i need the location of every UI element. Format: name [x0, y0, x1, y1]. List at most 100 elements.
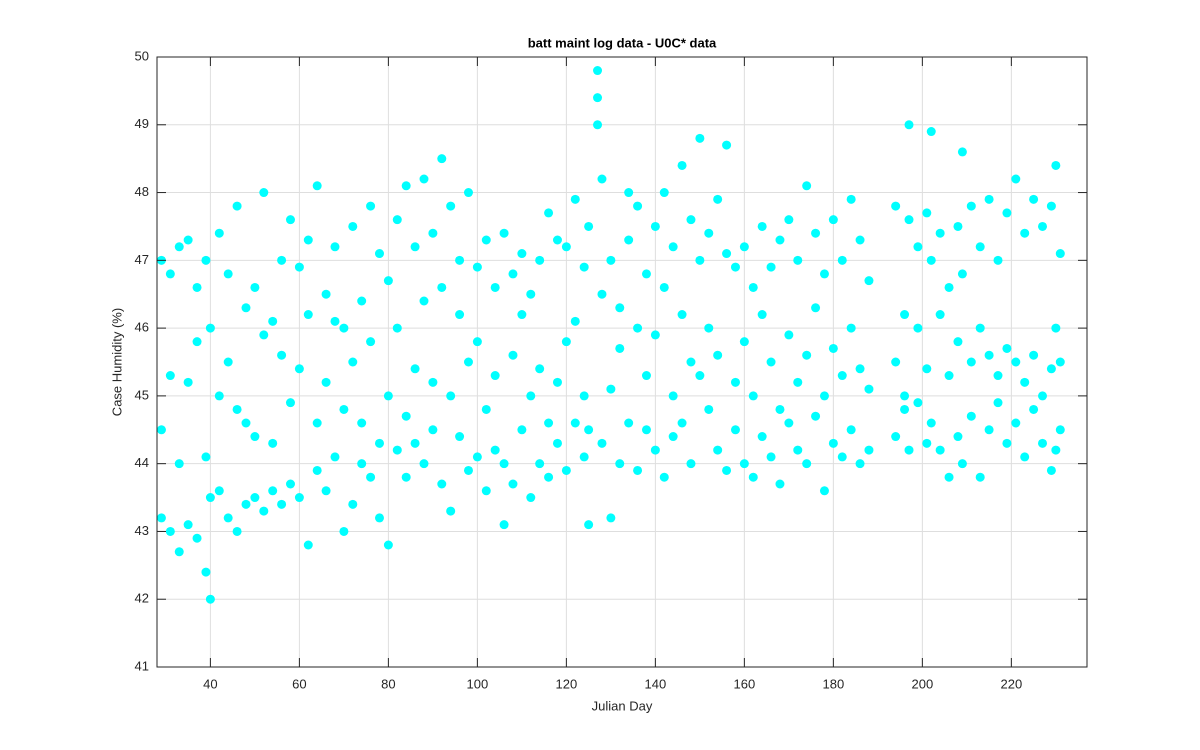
- points: [156, 66, 1065, 604]
- point: [659, 188, 669, 198]
- point: [437, 479, 447, 489]
- point: [214, 228, 224, 238]
- point: [677, 160, 687, 170]
- point: [966, 357, 976, 367]
- point: [1055, 249, 1065, 259]
- plot-area: [157, 57, 1087, 667]
- x-tick-label: 60: [292, 676, 306, 691]
- point: [428, 425, 438, 435]
- x-tick-label: 80: [381, 676, 395, 691]
- point: [624, 418, 634, 428]
- point: [913, 323, 923, 333]
- point: [650, 445, 660, 455]
- point: [855, 364, 865, 374]
- point: [428, 377, 438, 387]
- point: [277, 499, 287, 509]
- point: [232, 201, 242, 211]
- point: [677, 418, 687, 428]
- point: [205, 493, 215, 503]
- point: [984, 194, 994, 204]
- point: [339, 323, 349, 333]
- point: [966, 201, 976, 211]
- point: [481, 235, 491, 245]
- point: [214, 486, 224, 496]
- point: [891, 201, 901, 211]
- point: [766, 452, 776, 462]
- point: [926, 127, 936, 137]
- point: [1011, 174, 1021, 184]
- point: [526, 289, 536, 299]
- point: [183, 235, 193, 245]
- point: [419, 459, 429, 469]
- x-tick-label: 140: [645, 676, 667, 691]
- point: [259, 330, 269, 340]
- x-tick-label: 100: [467, 676, 489, 691]
- point: [766, 262, 776, 272]
- point: [695, 255, 705, 265]
- point: [1038, 221, 1048, 231]
- point: [330, 242, 340, 252]
- x-tick-label: 200: [912, 676, 934, 691]
- point: [294, 493, 304, 503]
- point: [374, 249, 384, 259]
- point: [659, 282, 669, 292]
- point: [561, 242, 571, 252]
- point: [392, 445, 402, 455]
- point: [584, 425, 594, 435]
- point: [499, 228, 509, 238]
- point: [294, 262, 304, 272]
- point: [641, 269, 651, 279]
- point: [704, 228, 714, 238]
- point: [192, 533, 202, 543]
- point: [552, 438, 562, 448]
- point: [156, 425, 166, 435]
- point: [401, 472, 411, 482]
- point: [957, 147, 967, 157]
- point: [650, 330, 660, 340]
- point: [1002, 343, 1012, 353]
- point: [668, 391, 678, 401]
- point: [428, 228, 438, 238]
- point: [535, 459, 545, 469]
- point: [472, 452, 482, 462]
- point: [757, 221, 767, 231]
- point: [1051, 445, 1061, 455]
- point: [766, 357, 776, 367]
- y-tick-label: 41: [135, 658, 149, 673]
- point: [855, 235, 865, 245]
- point: [957, 269, 967, 279]
- point: [677, 310, 687, 320]
- point: [633, 465, 643, 475]
- point: [552, 235, 562, 245]
- y-tick-label: 48: [135, 184, 149, 199]
- point: [268, 486, 278, 496]
- point: [357, 296, 367, 306]
- point: [250, 282, 260, 292]
- point: [455, 255, 465, 265]
- point: [348, 499, 358, 509]
- point: [526, 493, 536, 503]
- point: [419, 174, 429, 184]
- point: [156, 513, 166, 523]
- point: [739, 459, 749, 469]
- point: [904, 120, 914, 130]
- point: [570, 316, 580, 326]
- point: [383, 391, 393, 401]
- point: [739, 337, 749, 347]
- y-tick-label: 42: [135, 591, 149, 606]
- point: [321, 377, 331, 387]
- point: [357, 418, 367, 428]
- point: [1020, 377, 1030, 387]
- point: [846, 194, 856, 204]
- point: [722, 140, 732, 150]
- axes-box: [156, 56, 1088, 668]
- point: [593, 120, 603, 130]
- point: [1029, 194, 1039, 204]
- point: [1020, 452, 1030, 462]
- y-tick-label: 49: [135, 116, 149, 131]
- point: [975, 323, 985, 333]
- point: [593, 93, 603, 103]
- y-tick-label: 46: [135, 320, 149, 335]
- point: [650, 221, 660, 231]
- y-tick-label: 50: [135, 48, 149, 63]
